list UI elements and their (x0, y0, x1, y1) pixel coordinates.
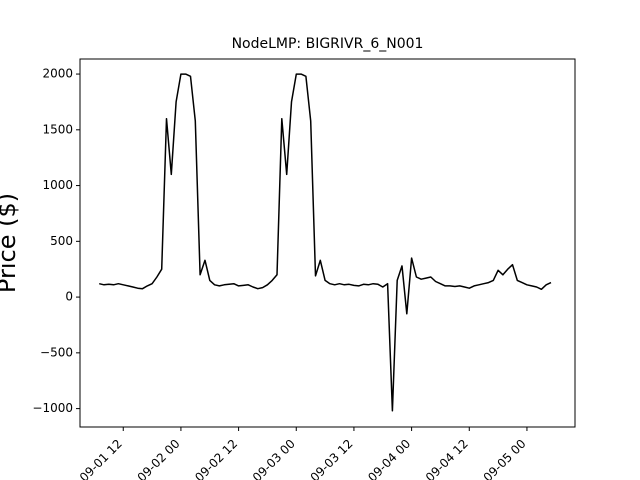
y-axis-label: Price ($) (0, 193, 21, 293)
plot-frame (79, 58, 576, 428)
y-tick-label: 0 (65, 290, 73, 304)
chart-title: NodeLMP: BIGRIVR_6_N001 (232, 36, 424, 52)
price-line (99, 73, 552, 412)
y-tick-label: −500 (40, 345, 73, 359)
y-tick-label: 500 (50, 234, 73, 248)
y-tick-label: 1500 (42, 122, 73, 136)
y-tick-label: −1000 (32, 401, 73, 415)
y-tick-label: 1000 (42, 178, 73, 192)
y-tick-label: 2000 (42, 67, 73, 81)
